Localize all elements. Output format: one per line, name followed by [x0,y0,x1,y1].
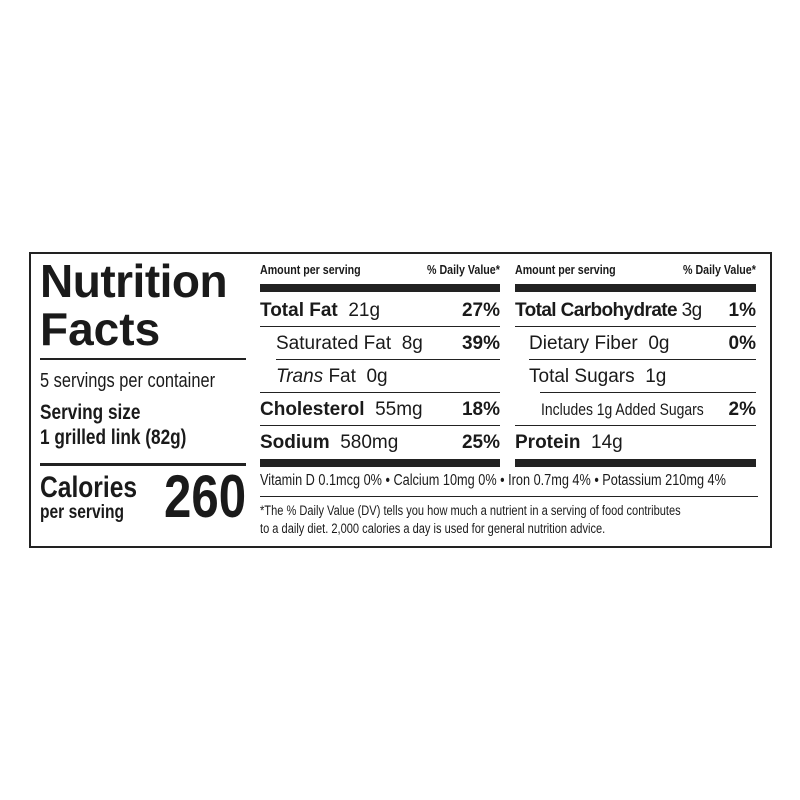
nutrient-name-suffix: Fat [323,366,356,387]
divider [540,392,756,393]
nutrient-dv: 39% [461,333,500,354]
serving-size-label: Serving size [40,401,141,424]
calories-per-serving: per serving [40,502,124,523]
divider [515,326,756,327]
nutrient-name: Dietary Fiber [529,333,638,354]
thick-bar [515,459,756,467]
nutrient-dv: 0% [728,333,756,354]
nutrient-name: Protein [515,432,581,453]
divider [260,326,500,327]
nutrient-name: Trans [276,366,324,387]
calories-value: 260 [163,463,246,530]
nutrient-amount: 580mg [340,432,399,453]
nutrient-dv: 2% [728,399,756,420]
divider [260,496,758,497]
nutrient-dv: 18% [461,399,500,420]
footnote-line-1: *The % Daily Value (DV) tells you how mu… [260,503,681,518]
divider [276,359,500,360]
nutrient-name: Total Fat [260,300,338,321]
nutrient-name: Cholesterol [260,399,365,420]
nutrient-name: Includes 1g Added Sugars [541,400,704,419]
nutrient-amount: 21g [348,300,381,321]
nutrient-dv: 1% [728,300,756,321]
header-daily-value: % Daily Value* [427,262,500,277]
nutrient-row-trans-fat: Trans Fat 0g [260,362,500,392]
nutrient-row-protein: Protein 14g [515,428,756,458]
calories-label: Calories [40,471,138,504]
nutrient-amount: 14g [591,432,623,453]
divider [40,463,246,466]
divider [515,425,756,426]
nutrient-row-saturated-fat: Saturated Fat 8g 39% [260,329,500,359]
nutrient-row-cholesterol: Cholesterol 55mg 18% [260,395,500,425]
nutrient-row-total-carbohydrate: Total Carbohydrate 3g 1% [515,296,756,326]
nutrient-amount: 0g [648,333,670,354]
thick-bar [260,459,500,467]
nutrient-name: Sodium [260,432,330,453]
nutrient-row-added-sugars: Includes 1g Added Sugars 2% [515,395,756,425]
vitamins-minerals-line: Vitamin D 0.1mcg 0% • Calcium 10mg 0% • … [260,472,726,489]
nutrient-row-sodium: Sodium 580mg 25% [260,428,500,458]
title-facts: Facts [40,303,161,355]
servings-per-container: 5 servings per container [40,370,216,392]
divider [260,425,500,426]
nutrient-row-total-fat: Total Fat 21g 27% [260,296,500,326]
nutrient-amount: 1g [645,366,667,387]
divider [260,392,500,393]
header-amount-per-serving: Amount per serving [515,262,616,277]
nutrient-amount: 0g [366,366,388,387]
nutrient-name: Total Sugars [529,366,635,387]
nutrition-facts-label [29,252,772,548]
divider [529,359,756,360]
nutrient-dv: 25% [461,432,500,453]
thick-bar [260,284,500,292]
nutrient-row-dietary-fiber: Dietary Fiber 0g 0% [515,329,756,359]
nutrient-amount: 55mg [375,399,423,420]
nutrient-amount: 8g [401,333,423,354]
nutrient-amount: 3g [681,300,703,321]
nutrient-dv: 27% [461,300,500,321]
nutrient-row-total-sugars: Total Sugars 1g [515,362,756,392]
serving-size-value: 1 grilled link (82g) [40,426,187,449]
title-nutrition: Nutrition [40,255,228,307]
nutrient-name: Total Carbohydrate [515,300,678,321]
footnote-line-2: to a daily diet. 2,000 calories a day is… [260,521,606,536]
thick-bar [515,284,756,292]
header-daily-value: % Daily Value* [683,262,756,277]
nutrient-name: Saturated Fat [276,333,392,354]
divider [40,358,246,360]
header-amount-per-serving: Amount per serving [260,262,361,277]
